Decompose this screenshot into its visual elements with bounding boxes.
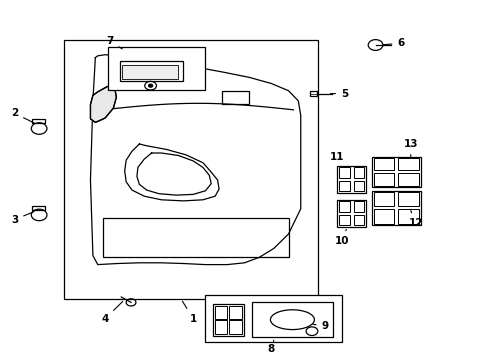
- Text: 2: 2: [11, 108, 34, 123]
- Bar: [339, 180, 349, 191]
- Bar: [371, 157, 420, 187]
- Polygon shape: [90, 86, 116, 122]
- Bar: [229, 306, 241, 319]
- Text: 3: 3: [11, 212, 34, 225]
- Text: 10: 10: [334, 229, 349, 246]
- Bar: [371, 191, 420, 225]
- Text: 12: 12: [407, 211, 422, 228]
- Circle shape: [148, 84, 152, 87]
- Bar: [353, 215, 363, 225]
- Text: 11: 11: [329, 152, 345, 167]
- Bar: [353, 167, 363, 177]
- Text: 4: 4: [101, 301, 122, 324]
- Bar: [337, 200, 365, 227]
- Text: 8: 8: [267, 340, 274, 354]
- Bar: [373, 210, 393, 224]
- Text: 1: 1: [182, 301, 196, 324]
- Bar: [229, 320, 241, 334]
- Bar: [107, 47, 205, 90]
- Text: 9: 9: [313, 321, 328, 331]
- Bar: [353, 201, 363, 212]
- Bar: [397, 210, 418, 224]
- Text: 7: 7: [106, 36, 122, 49]
- Bar: [222, 91, 249, 104]
- Bar: [215, 320, 227, 334]
- Bar: [120, 61, 183, 81]
- Bar: [339, 201, 349, 212]
- Bar: [397, 174, 418, 186]
- Bar: [309, 91, 316, 96]
- Bar: [122, 65, 178, 79]
- Bar: [215, 306, 227, 319]
- Bar: [32, 206, 45, 210]
- Bar: [205, 295, 342, 342]
- Text: 6: 6: [383, 38, 404, 48]
- Bar: [251, 302, 332, 337]
- Bar: [339, 167, 349, 177]
- Bar: [373, 192, 393, 207]
- Bar: [373, 158, 393, 171]
- Bar: [373, 174, 393, 186]
- Text: 13: 13: [403, 139, 417, 157]
- Bar: [63, 40, 317, 299]
- Bar: [397, 158, 418, 171]
- Bar: [102, 218, 288, 257]
- Text: 5: 5: [330, 89, 347, 99]
- Bar: [337, 166, 365, 193]
- Bar: [339, 215, 349, 225]
- Bar: [397, 192, 418, 207]
- Bar: [212, 304, 244, 336]
- Bar: [32, 119, 45, 123]
- Bar: [353, 180, 363, 191]
